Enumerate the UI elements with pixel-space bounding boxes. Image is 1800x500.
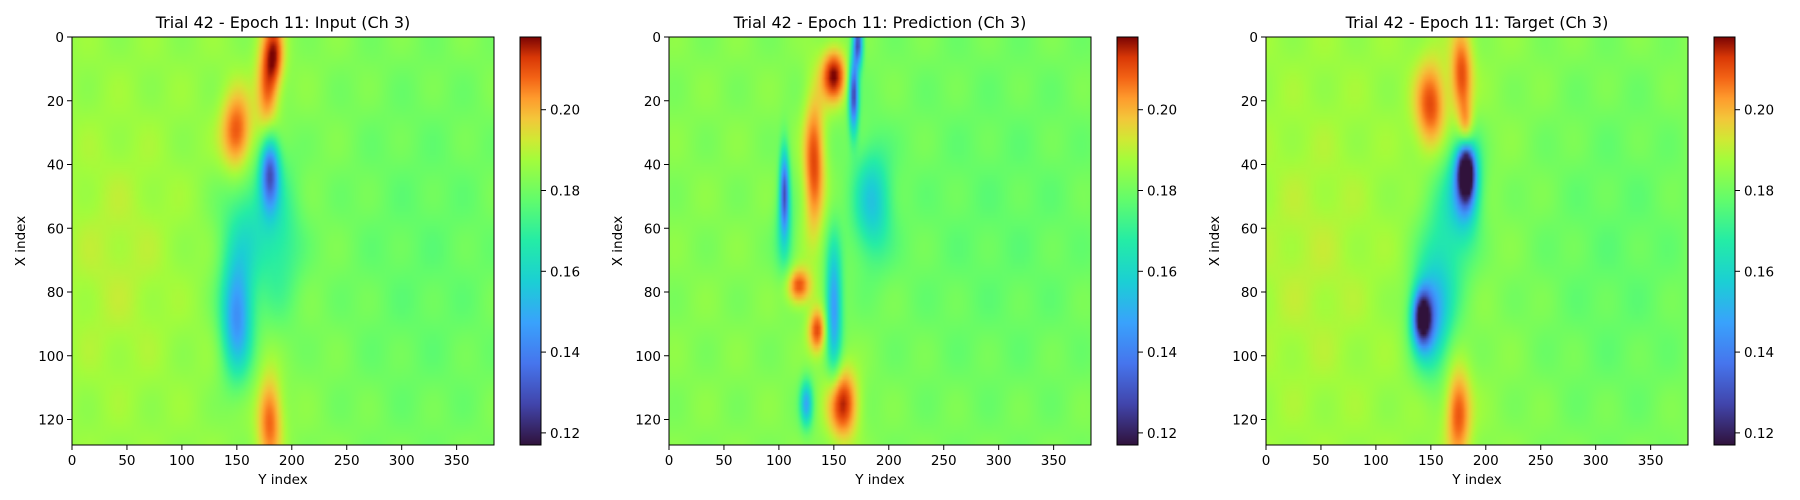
- heatmap-image: [1266, 37, 1688, 445]
- x-ticks: 0 50 100 150 200 250 300 350: [1262, 445, 1664, 469]
- y-tick-label: 120: [635, 413, 661, 429]
- y-tick-label: 120: [38, 413, 64, 429]
- y-tick-label: 0: [1249, 30, 1258, 46]
- y-tick-label: 20: [47, 94, 64, 110]
- y-tick-label: 40: [47, 158, 64, 174]
- y-ticks: 0 20 40 60 80 100 120: [635, 30, 669, 429]
- colorbar-tick-label: 0.18: [1147, 184, 1177, 200]
- x-tick-label: 250: [334, 453, 360, 469]
- x-tick-label: 0: [68, 453, 77, 469]
- colorbar-ticks: 0.12 0.14 0.16 0.18 0.20: [1735, 103, 1774, 442]
- y-tick-label: 0: [652, 30, 661, 46]
- y-tick-label: 60: [1241, 221, 1258, 237]
- x-tick-label: 100: [169, 453, 195, 469]
- x-tick-label: 300: [986, 453, 1012, 469]
- colorbar-tick-label: 0.20: [1147, 103, 1177, 119]
- y-tick-label: 120: [1232, 413, 1258, 429]
- heatmap-image: [72, 37, 494, 445]
- colorbar-tick-label: 0.16: [1147, 264, 1177, 280]
- y-tick-label: 0: [55, 30, 64, 46]
- colorbar: [520, 37, 541, 445]
- colorbar: [1714, 37, 1735, 445]
- axes-frame: [668, 36, 1092, 446]
- y-tick-label: 60: [644, 221, 661, 237]
- colorbar-frame: [1713, 36, 1736, 446]
- y-tick-label: 80: [644, 285, 661, 301]
- y-axis-label: X index: [1207, 216, 1223, 266]
- panel-prediction: Trial 42 - Epoch 11: Prediction (Ch 3) 0…: [610, 13, 1177, 488]
- y-tick-label: 20: [1241, 94, 1258, 110]
- x-tick-label: 200: [876, 453, 902, 469]
- x-tick-label: 150: [1418, 453, 1444, 469]
- x-ticks: 0 50 100 150 200 250 300 350: [68, 445, 470, 469]
- colorbar-tick-label: 0.18: [550, 184, 580, 200]
- y-tick-label: 40: [644, 158, 661, 174]
- x-tick-label: 200: [1473, 453, 1499, 469]
- y-tick-label: 100: [38, 349, 64, 365]
- colorbar-tick-label: 0.14: [1147, 345, 1177, 361]
- y-tick-label: 60: [47, 221, 64, 237]
- x-tick-label: 150: [821, 453, 847, 469]
- colorbar-tick-label: 0.12: [550, 426, 580, 442]
- colorbar: [1117, 37, 1138, 445]
- y-axis-label: X index: [13, 216, 29, 266]
- heatmap-image: [669, 37, 1091, 445]
- y-tick-label: 40: [1241, 158, 1258, 174]
- y-tick-label: 20: [644, 94, 661, 110]
- y-ticks: 0 20 40 60 80 100 120: [38, 30, 72, 429]
- colorbar-frame: [519, 36, 542, 446]
- colorbar-tick-label: 0.14: [550, 345, 580, 361]
- x-axis-label: Y index: [1451, 472, 1501, 488]
- colorbar-tick-label: 0.16: [550, 264, 580, 280]
- x-tick-label: 350: [444, 453, 470, 469]
- colorbar-tick-label: 0.20: [1744, 103, 1774, 119]
- x-tick-label: 350: [1041, 453, 1067, 469]
- x-tick-label: 50: [1312, 453, 1329, 469]
- x-tick-label: 250: [1528, 453, 1554, 469]
- x-tick-label: 250: [931, 453, 957, 469]
- x-tick-label: 50: [715, 453, 732, 469]
- colorbar-tick-label: 0.14: [1744, 345, 1774, 361]
- x-tick-label: 350: [1638, 453, 1664, 469]
- colorbar-ticks: 0.12 0.14 0.16 0.18 0.20: [541, 103, 580, 442]
- colorbar-tick-label: 0.16: [1744, 264, 1774, 280]
- y-axis-label: X index: [610, 216, 626, 266]
- y-tick-label: 100: [635, 349, 661, 365]
- colorbar-tick-label: 0.18: [1744, 184, 1774, 200]
- y-tick-label: 80: [1241, 285, 1258, 301]
- y-ticks: 0 20 40 60 80 100 120: [1232, 30, 1266, 429]
- x-ticks: 0 50 100 150 200 250 300 350: [665, 445, 1067, 469]
- axes-frame: [71, 36, 495, 446]
- x-tick-label: 300: [1583, 453, 1609, 469]
- panel-title: Trial 42 - Epoch 11: Input (Ch 3): [155, 13, 411, 32]
- panel-input: Trial 42 - Epoch 11: Input (Ch 3) 0 50 100…: [13, 13, 580, 488]
- x-tick-label: 100: [1363, 453, 1389, 469]
- x-tick-label: 50: [118, 453, 135, 469]
- colorbar-tick-label: 0.20: [550, 103, 580, 119]
- y-tick-label: 100: [1232, 349, 1258, 365]
- x-tick-label: 0: [1262, 453, 1271, 469]
- axes-frame: [1265, 36, 1689, 446]
- panel-target: Trial 42 - Epoch 11: Target (Ch 3) 0 50 10…: [1207, 13, 1774, 488]
- x-axis-label: Y index: [257, 472, 307, 488]
- x-tick-label: 100: [766, 453, 792, 469]
- x-tick-label: 0: [665, 453, 674, 469]
- x-axis-label: Y index: [854, 472, 904, 488]
- x-tick-label: 150: [224, 453, 250, 469]
- colorbar-ticks: 0.12 0.14 0.16 0.18 0.20: [1138, 103, 1177, 442]
- colorbar-tick-label: 0.12: [1147, 426, 1177, 442]
- colorbar-tick-label: 0.12: [1744, 426, 1774, 442]
- colorbar-frame: [1116, 36, 1139, 446]
- panel-title: Trial 42 - Epoch 11: Prediction (Ch 3): [733, 13, 1027, 32]
- x-tick-label: 300: [389, 453, 415, 469]
- x-tick-label: 200: [279, 453, 305, 469]
- panel-title: Trial 42 - Epoch 11: Target (Ch 3): [1345, 13, 1609, 32]
- y-tick-label: 80: [47, 285, 64, 301]
